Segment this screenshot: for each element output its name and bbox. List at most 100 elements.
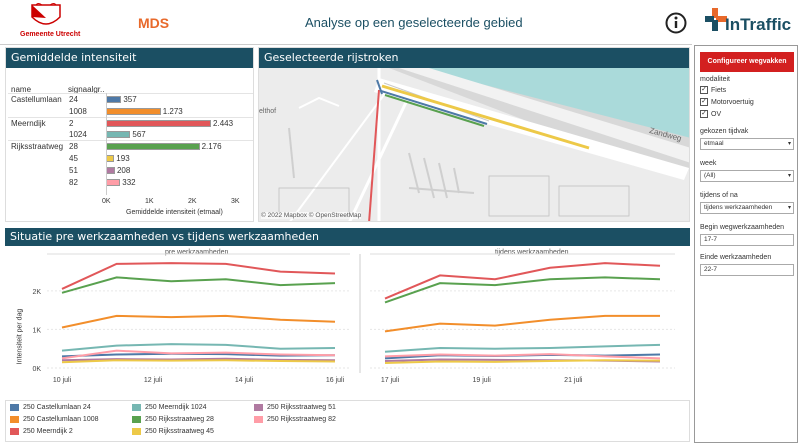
legend-item[interactable]: 250 Castellumlaan 1008 [10, 416, 99, 423]
week-select[interactable]: (All) ▾ [700, 170, 794, 182]
legend-label: 250 Rijksstraatweg 82 [267, 416, 336, 423]
bar-value-label: 567 [132, 130, 146, 140]
brand-name: InTraffic [725, 15, 792, 34]
sidebar: Configureer wegvakken modaliteit ✓ Fiets … [694, 45, 798, 443]
legend-item[interactable]: 250 Rijksstraatweg 28 [132, 416, 214, 423]
row-separator [8, 140, 253, 142]
begin-input[interactable]: 17-7 [700, 234, 794, 246]
y-tick-label: 1K [32, 327, 41, 334]
legend-label: 250 Rijksstraatweg 28 [145, 416, 214, 423]
phase-value: tijdens werkzaamheden [704, 204, 773, 211]
map-canvas[interactable] [259, 68, 690, 222]
legend-item[interactable]: 250 Rijksstraatweg 82 [254, 416, 336, 423]
bar[interactable] [106, 155, 115, 162]
series-line[interactable] [61, 359, 336, 364]
legend-item[interactable]: 250 Rijksstraatweg 51 [254, 404, 336, 411]
line-chart[interactable]: 0K 1K 2K 10 juli 12 juli 14 juli 16 juli 17 jul… [5, 228, 690, 398]
legend-label: 250 Meerndijk 1024 [145, 404, 207, 411]
week-label: week [700, 160, 717, 167]
legend-swatch [10, 416, 19, 423]
check-icon: ✓ [700, 110, 708, 118]
legend-label: 250 Meerndijk 2 [23, 428, 73, 435]
series-line[interactable] [384, 343, 661, 353]
series-line[interactable] [384, 276, 661, 304]
chevron-down-icon: ▾ [787, 173, 791, 179]
x-tick-label: 14 juli [235, 377, 254, 384]
header: Gemeente Utrecht MDS Analyse op een gese… [0, 0, 800, 42]
row-separator [8, 93, 253, 94]
map-attribution: © 2022 Mapbox © OpenStreetMap [261, 212, 362, 219]
phase-label: tijdens of na [700, 192, 738, 199]
legend-swatch [132, 428, 141, 435]
check-icon: ✓ [700, 98, 708, 106]
legend-swatch [132, 416, 141, 423]
series-line[interactable] [61, 262, 336, 290]
bar[interactable] [106, 107, 161, 115]
checkbox-fiets-label: Fiets [711, 86, 727, 94]
series-line[interactable] [384, 262, 661, 300]
phase-select[interactable]: tijdens werkzaamheden ▾ [700, 202, 794, 214]
legend-item[interactable]: 250 Rijksstraatweg 45 [132, 428, 214, 435]
end-input[interactable]: 22-7 [700, 264, 794, 276]
checkbox-ov[interactable]: ✓ OV [700, 110, 721, 118]
y-tick-label: 2K [32, 289, 41, 296]
series-line[interactable] [61, 276, 336, 294]
pane-label-pre: pre werkzaamheden [165, 249, 229, 256]
municipality-name: Gemeente Utrecht [20, 31, 81, 38]
series-line[interactable] [384, 353, 661, 360]
situation-panel-title: Situatie pre werkzaamheden vs tijdens we… [5, 228, 690, 246]
x-tick-label: 16 juli [326, 377, 345, 384]
situation-panel: Situatie pre werkzaamheden vs tijdens we… [5, 228, 690, 398]
bar-value-label: 193 [116, 154, 130, 163]
y-tick-label: 0K [32, 366, 41, 373]
bar-row-group: 45 [69, 154, 78, 163]
series-line[interactable] [384, 359, 661, 364]
checkbox-motorvoertuig[interactable]: ✓ Motorvoertuig [700, 98, 754, 106]
check-icon: ✓ [700, 86, 708, 94]
bar-row-name: Rijksstraatweg [11, 142, 64, 152]
legend-item[interactable]: 250 Castellumlaan 24 [10, 404, 91, 411]
series-line[interactable] [61, 357, 336, 362]
bar[interactable] [106, 119, 212, 127]
map-street-elthof: elthof [259, 108, 277, 115]
legend-swatch [254, 404, 263, 411]
row-separator [8, 116, 253, 118]
bar[interactable] [106, 143, 200, 151]
series-line[interactable] [384, 314, 660, 333]
info-icon[interactable] [665, 12, 687, 34]
header-divider [0, 44, 692, 45]
legend-label: 250 Castellumlaan 24 [23, 404, 91, 411]
bar[interactable] [106, 131, 131, 139]
x-tick-label: 12 juli [144, 377, 163, 384]
configure-button[interactable]: Configureer wegvakken [700, 52, 794, 72]
bar[interactable] [106, 96, 122, 103]
period-select[interactable]: etmaal ▾ [700, 138, 794, 150]
series-line[interactable] [61, 349, 336, 360]
bar-row-group: 1024 [69, 130, 87, 140]
legend-label: 250 Castellumlaan 1008 [23, 416, 99, 423]
bar-row-group: 51 [69, 165, 78, 175]
series-line[interactable] [61, 343, 336, 352]
series-line[interactable] [61, 314, 336, 329]
map-panel[interactable]: Geselecteerde rijstroken elthof [258, 47, 690, 222]
checkbox-ov-label: OV [711, 110, 722, 118]
bar-axis-tick: 3K [231, 198, 240, 205]
bar-value-label: 208 [116, 165, 131, 175]
col-header-group: signaalgr.. [68, 85, 105, 94]
bar[interactable] [106, 166, 115, 174]
legend-item[interactable]: 250 Meerndijk 1024 [132, 404, 207, 411]
bar[interactable] [106, 178, 121, 186]
bar-row-name: Meerndijk [11, 118, 46, 128]
page-title: Analyse op een geselecteerde gebied [305, 15, 523, 30]
begin-value: 17-7 [704, 236, 718, 243]
bar-axis-tick: 0K [102, 198, 111, 205]
bar-value-label: 2.176 [201, 142, 222, 152]
legend-item[interactable]: 250 Meerndijk 2 [10, 428, 73, 435]
checkbox-fiets[interactable]: ✓ Fiets [700, 86, 726, 94]
bar-row-group: 2 [69, 118, 74, 128]
intensity-panel-title: Gemiddelde intensiteit [6, 48, 253, 68]
bar-value-label: 357 [123, 95, 137, 104]
x-tick-label: 19 juli [473, 377, 492, 384]
bar-row-group: 82 [69, 177, 78, 187]
map-panel-title: Geselecteerde rijstroken [259, 48, 689, 68]
